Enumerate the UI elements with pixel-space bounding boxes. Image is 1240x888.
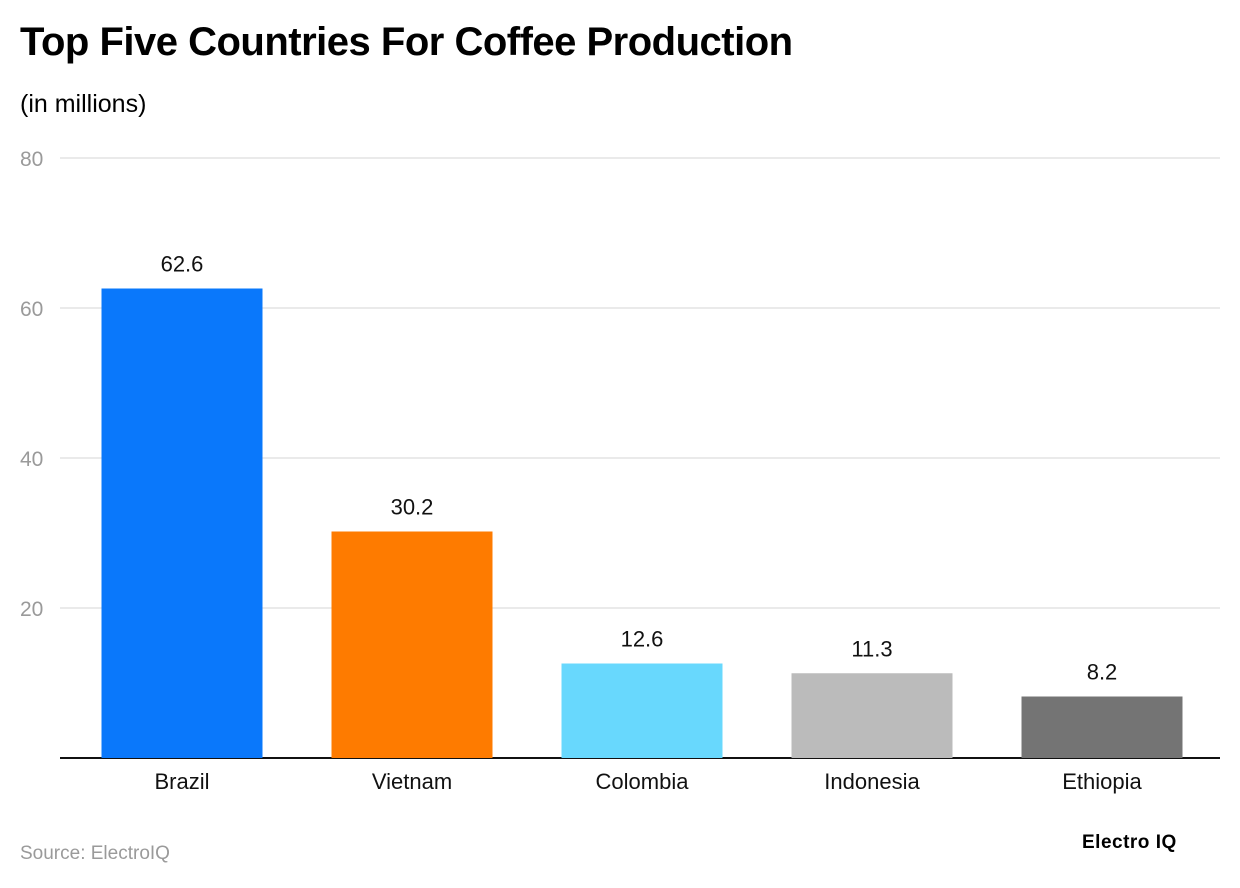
data-label: 12.6 — [621, 627, 664, 652]
source-note: Source: ElectroIQ — [20, 843, 170, 864]
bar-ethiopia — [1021, 696, 1183, 758]
x-tick-label: Colombia — [596, 769, 690, 794]
chart-title: Top Five Countries For Coffee Production — [20, 20, 793, 64]
bar-brazil — [101, 288, 263, 758]
y-tick-label: 40 — [20, 448, 43, 471]
data-label: 30.2 — [391, 495, 434, 520]
bar-colombia — [561, 663, 723, 758]
data-label: 62.6 — [161, 252, 204, 277]
y-tick-label: 60 — [20, 298, 43, 321]
x-tick-label: Vietnam — [372, 769, 452, 794]
data-label: 11.3 — [851, 636, 892, 661]
bar-indonesia — [791, 673, 953, 758]
bar-vietnam — [331, 531, 493, 758]
labels: 20 40 60 80 62.6 Brazil 30.2 Vietnam 12.6 Colombi… — [20, 148, 1143, 794]
brand-logo: Electro IQ — [1082, 832, 1177, 853]
x-tick-label: Ethiopia — [1062, 769, 1142, 794]
y-tick-label: 20 — [20, 598, 43, 621]
x-tick-label: Brazil — [154, 769, 209, 794]
x-tick-label: Indonesia — [824, 769, 920, 794]
data-label: 8.2 — [1087, 660, 1118, 685]
chart-subtitle: (in millions) — [20, 90, 147, 118]
y-tick-label: 80 — [20, 148, 43, 171]
bars — [101, 288, 1183, 758]
